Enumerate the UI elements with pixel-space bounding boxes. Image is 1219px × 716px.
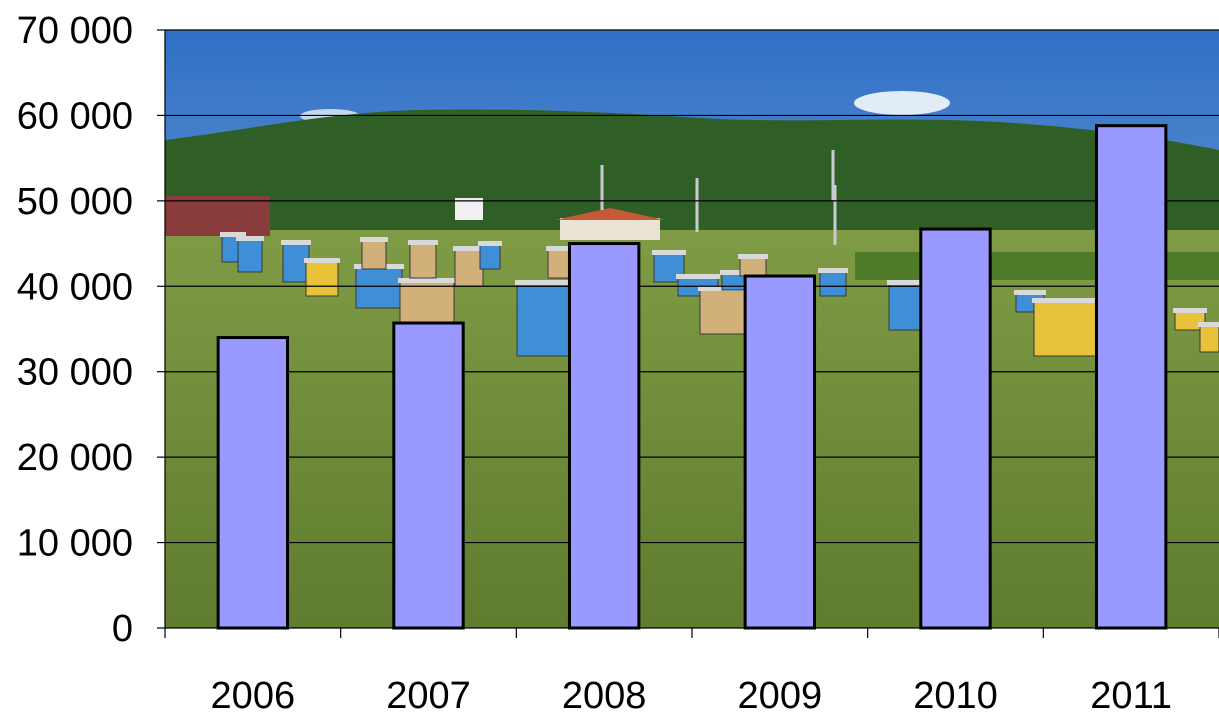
beehive-lid [1173, 308, 1207, 313]
cloud [854, 91, 950, 115]
beehive [699, 289, 751, 335]
x-tick-label: 2008 [562, 675, 647, 716]
beehive-lid [738, 254, 768, 259]
beehive-lid [478, 241, 502, 246]
bar [919, 227, 992, 630]
beehive-lid [676, 274, 720, 279]
beehive [516, 283, 574, 357]
y-tick-label: 30 000 [17, 352, 133, 394]
beehive-lid [236, 236, 264, 241]
x-tick-label: 2006 [211, 675, 296, 716]
beehive [409, 243, 437, 279]
x-axis [164, 627, 1219, 638]
gridlines [165, 29, 1219, 544]
bars [216, 124, 1168, 630]
beehive-lid [887, 280, 927, 285]
beehive-lid [818, 268, 848, 273]
x-tick-labels: 2006 2007 2008 2009 2010 2011 [211, 675, 1172, 716]
beehive [1199, 325, 1219, 353]
y-tick-label: 0 [112, 608, 133, 650]
beehive-lid [304, 258, 340, 263]
beehive-lid [220, 232, 246, 237]
y-tick-label: 70 000 [17, 10, 133, 52]
beehive-lid [360, 237, 388, 242]
bar [392, 321, 465, 630]
y-tick-label: 50 000 [17, 181, 133, 223]
y-tick-label: 40 000 [17, 266, 133, 308]
house-roof [555, 208, 665, 220]
y-axis: 0 10 000 20 000 30 000 40 000 50 000 60 000 70 … [17, 10, 166, 650]
x-tick-label: 2009 [738, 675, 823, 716]
bar [743, 274, 817, 630]
beehive-lid [398, 278, 456, 283]
x-tick-label: 2011 [1090, 675, 1172, 716]
beehive-lid [1014, 290, 1046, 295]
house [560, 218, 660, 240]
beehive-lid [1032, 298, 1102, 303]
beehive-lid [281, 240, 311, 245]
bar [1094, 124, 1168, 630]
forest-hill [165, 109, 1219, 251]
beehive-lid [515, 280, 575, 285]
background-photo [165, 30, 1219, 628]
y-tick-label: 10 000 [17, 523, 133, 565]
beehive [237, 239, 263, 273]
x-tick-label: 2010 [913, 675, 998, 716]
beehive [454, 249, 484, 287]
beehive [739, 257, 767, 277]
x-tick-label: 2007 [386, 675, 471, 716]
bar [567, 242, 641, 630]
beehive [819, 271, 847, 297]
beehive [361, 240, 387, 270]
bar [216, 336, 290, 630]
beehive-lid [546, 246, 574, 251]
beehive [355, 267, 403, 309]
house [455, 198, 483, 220]
red-building [165, 196, 270, 236]
beehive [305, 261, 339, 297]
y-tick-label: 60 000 [17, 95, 133, 137]
beehive [399, 281, 455, 323]
y-tick-label: 20 000 [17, 437, 133, 479]
beehive-lid [1198, 322, 1219, 327]
beehive-lid [408, 240, 438, 245]
beehive-lid [652, 250, 686, 255]
beehive [479, 244, 501, 270]
beehive-lid [453, 246, 485, 251]
beehive-lid [720, 270, 754, 275]
beehive [1033, 301, 1101, 357]
